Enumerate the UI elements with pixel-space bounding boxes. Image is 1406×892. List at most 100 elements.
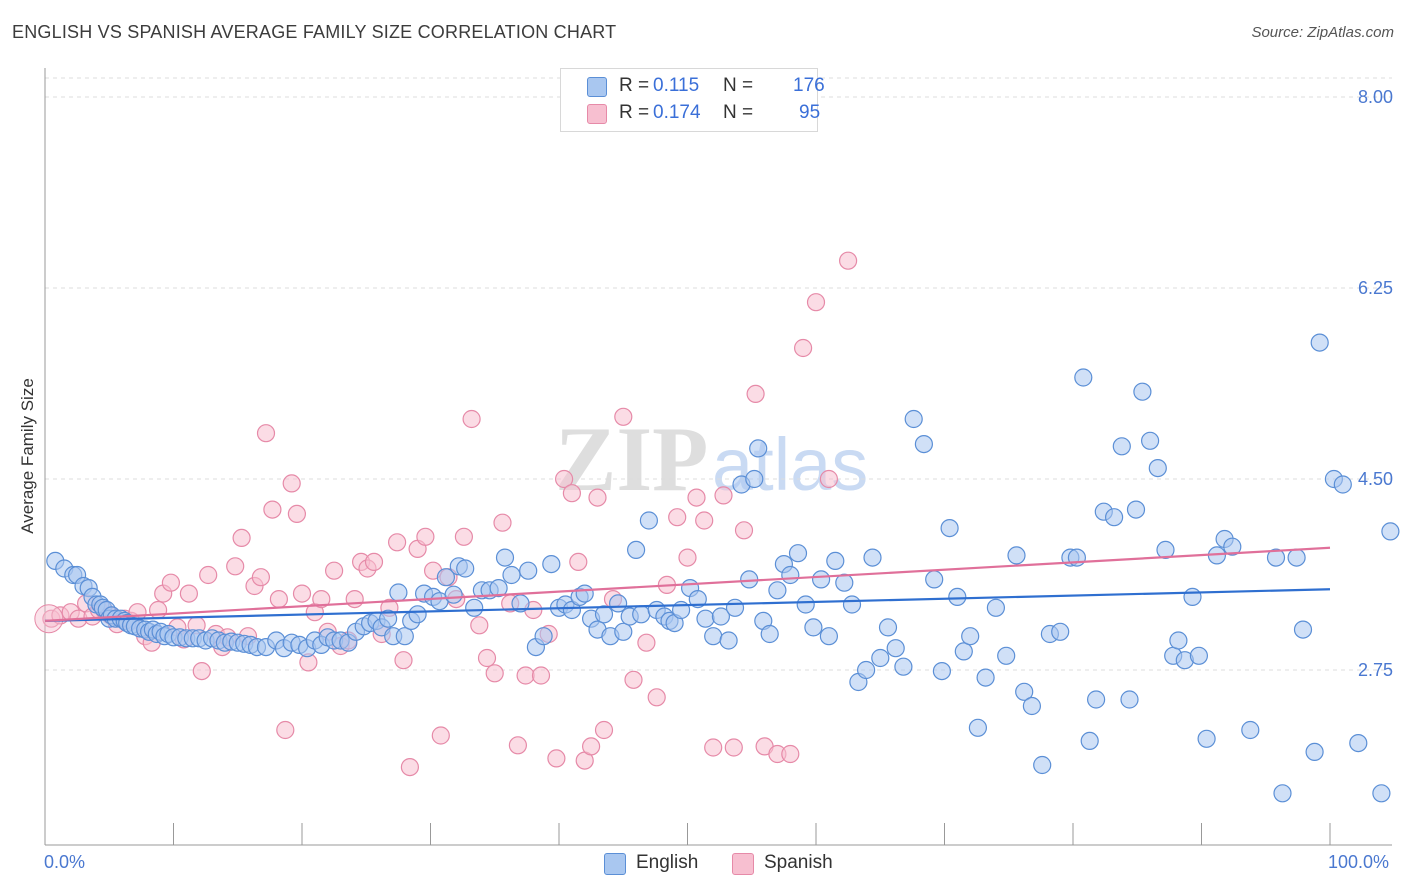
english-point xyxy=(1104,508,1124,527)
english-point xyxy=(976,668,995,687)
spanish-point xyxy=(256,424,276,443)
r-label: R = xyxy=(619,75,650,96)
english-point xyxy=(725,598,745,617)
english-point xyxy=(932,661,952,681)
spanish-point xyxy=(192,661,211,681)
spanish-swatch xyxy=(732,853,754,875)
spanish-point xyxy=(687,488,706,507)
y-tick-label: 8.00 xyxy=(1358,87,1393,107)
spanish-point xyxy=(485,664,504,683)
spanish-point xyxy=(232,528,251,548)
english-label: English xyxy=(636,852,699,873)
spanish-point xyxy=(624,670,643,689)
spanish-point xyxy=(714,486,733,505)
spanish-point xyxy=(287,504,306,524)
spanish-point xyxy=(179,584,198,603)
english-point xyxy=(1372,784,1391,803)
spanish-point xyxy=(819,469,839,489)
english-point xyxy=(914,435,934,454)
english-points xyxy=(46,333,1400,803)
english-swatch xyxy=(604,853,626,875)
spanish-point xyxy=(668,508,687,527)
source-credit: Source: ZipAtlas.com xyxy=(1251,24,1394,41)
spanish-point xyxy=(388,533,407,552)
english-point xyxy=(768,581,787,600)
r-label: R = xyxy=(619,102,650,123)
english-point xyxy=(745,469,764,489)
y-tick-label: 4.50 xyxy=(1358,469,1393,489)
y-axis-label: Average Family Size xyxy=(18,378,37,534)
spanish-point xyxy=(793,338,813,358)
spanish-point xyxy=(345,589,364,609)
english-trend-line xyxy=(44,588,1331,622)
english-point xyxy=(1033,755,1052,775)
english-point xyxy=(1169,631,1188,650)
english-point xyxy=(1197,729,1216,748)
english-point xyxy=(465,598,484,617)
english-point xyxy=(878,618,898,637)
spanish-point xyxy=(547,749,566,768)
english-point xyxy=(948,587,967,607)
english-point xyxy=(632,605,651,624)
english-point xyxy=(1183,587,1202,607)
trend-lines xyxy=(44,546,1331,622)
spanish-point xyxy=(263,500,282,519)
english-point xyxy=(688,589,707,609)
english-point xyxy=(1223,537,1242,556)
series-legend: English Spanish xyxy=(0,852,1406,878)
spanish-label: Spanish xyxy=(764,852,833,873)
english-point xyxy=(760,624,779,644)
english-point xyxy=(997,646,1016,665)
spanish-point xyxy=(724,738,743,757)
english-swatch xyxy=(587,77,607,97)
english-point xyxy=(904,409,923,429)
english-point xyxy=(704,627,723,646)
spanish-point xyxy=(34,604,64,634)
spanish-point xyxy=(746,384,765,403)
spanish-point xyxy=(581,737,601,756)
spanish-point xyxy=(477,648,497,668)
english-point xyxy=(1140,431,1160,450)
spanish-point xyxy=(454,527,473,546)
spanish-point xyxy=(695,511,714,530)
english-point xyxy=(835,573,854,592)
x-min-label: 0.0% xyxy=(44,852,86,872)
english-point xyxy=(788,544,808,563)
spanish-points xyxy=(34,251,858,777)
spanish-point xyxy=(149,600,168,620)
spanish-swatch xyxy=(587,104,607,124)
chart-title: ENGLISH VS SPANISH AVERAGE FAMILY SIZE C… xyxy=(12,22,617,42)
spanish-point xyxy=(614,407,633,426)
spanish-point xyxy=(276,720,295,740)
english-point xyxy=(826,551,845,571)
english-point xyxy=(1086,690,1106,709)
english-point xyxy=(1022,696,1042,716)
english-point xyxy=(711,607,731,626)
english-point xyxy=(1015,682,1034,701)
spanish-point xyxy=(226,557,245,576)
n-value: 95 xyxy=(799,102,821,123)
english-point xyxy=(986,598,1006,617)
spanish-point xyxy=(493,513,512,532)
english-point xyxy=(863,548,882,567)
english-point xyxy=(489,578,508,598)
english-point xyxy=(1293,620,1313,639)
spanish-point xyxy=(531,666,551,685)
spanish-point xyxy=(282,474,301,493)
english-point xyxy=(749,439,768,458)
english-point xyxy=(696,609,715,628)
english-point xyxy=(796,595,815,614)
english-point xyxy=(886,639,905,658)
english-point xyxy=(811,570,831,589)
english-point xyxy=(1305,742,1324,762)
english-point xyxy=(436,568,455,587)
english-point xyxy=(842,595,862,614)
spanish-point xyxy=(462,409,481,429)
english-point xyxy=(1120,690,1139,709)
spanish-point xyxy=(647,688,666,707)
spanish-point xyxy=(470,616,489,635)
y-tick-label: 2.75 xyxy=(1358,660,1393,680)
spanish-point xyxy=(637,633,656,652)
spanish-point xyxy=(704,738,723,757)
english-point xyxy=(1189,646,1209,665)
